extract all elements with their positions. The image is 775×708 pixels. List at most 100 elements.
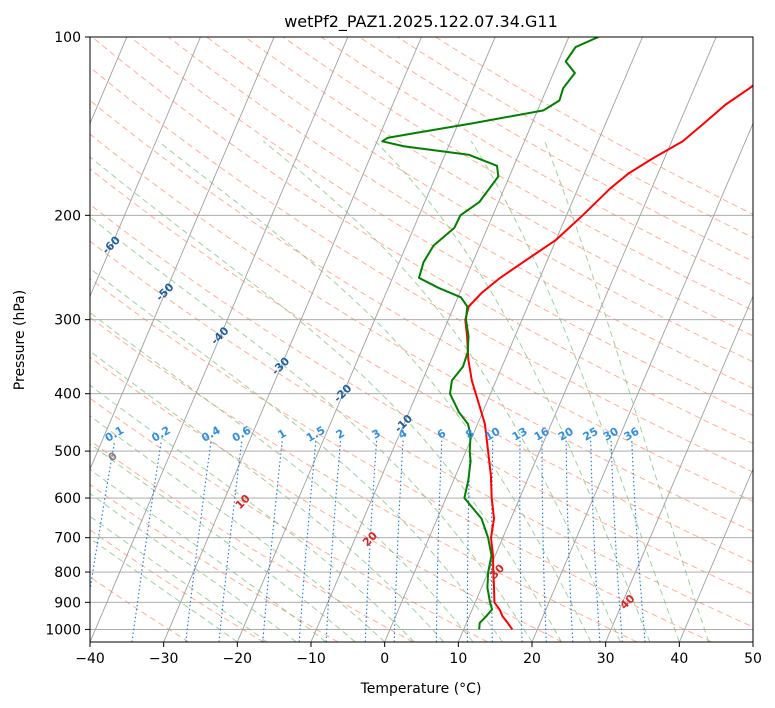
isotherm-line <box>752 640 753 642</box>
mixing-ratio-line <box>565 440 574 642</box>
x-tick-label: −20 <box>223 651 253 667</box>
dry-adiabat-line <box>435 37 753 215</box>
moist-adiabat-line <box>90 468 327 642</box>
isotherm-label: -60 <box>100 233 123 256</box>
mixing-ratio-line <box>466 440 471 642</box>
plot-area: -100-90-80-70-60-50-40-30-20-100.10.20.4… <box>0 37 753 642</box>
y-tick-label: 100 <box>54 30 81 46</box>
mixing-ratio-label: 1.5 <box>304 424 327 445</box>
mixing-ratio-label: 0.1 <box>103 424 126 445</box>
isotherms <box>90 37 753 642</box>
dewpoint-profile <box>381 37 599 630</box>
dry-adiabat-line <box>90 240 753 628</box>
moist-adiabat-line <box>90 515 268 642</box>
dry-adiabat-line <box>90 440 414 642</box>
line-labels: -100-90-80-70-60-50-40-30-20-100.10.20.4… <box>0 129 642 612</box>
mixing-ratio-label: 8 <box>463 427 476 442</box>
dry-adiabat-line <box>90 278 712 642</box>
moist-adiabat-line <box>158 140 592 642</box>
mixing-ratio-label: 20 <box>556 425 576 444</box>
y-tick-label: 500 <box>54 444 81 460</box>
mixing-ratio-line <box>262 440 283 642</box>
isotherm-line <box>384 37 643 642</box>
y-tick-label: 400 <box>54 387 81 403</box>
isotherm-label: -70 <box>53 169 76 192</box>
moist-adiabat-line <box>262 140 621 642</box>
y-tick-label: 300 <box>54 313 81 329</box>
mixing-ratio-line <box>90 440 116 594</box>
mixing-ratio-line <box>325 440 342 642</box>
dry-adiabat-line <box>130 37 753 417</box>
isotherm-line <box>605 295 753 642</box>
mixing-ratio-label: 36 <box>622 425 642 444</box>
mixing-ratio-label: 0.6 <box>230 423 254 444</box>
mixing-ratio-line <box>218 440 243 642</box>
dry-adiabat-line <box>359 37 753 262</box>
plot-frame <box>89 36 754 643</box>
dry-adiabat-line <box>90 133 753 533</box>
isotherm-line <box>457 37 717 642</box>
y-tick-label: 700 <box>54 531 81 547</box>
x-tick-label: 30 <box>597 651 615 667</box>
mixing-ratio-line <box>393 440 404 642</box>
y-axis-label: Pressure (hPa) <box>12 290 28 390</box>
mixing-ratio-label: 0.2 <box>149 424 172 445</box>
dry-adiabat-line <box>282 37 753 312</box>
mixing-ratio-label: 1 <box>275 427 288 442</box>
isotherm-label: -20 <box>331 381 354 404</box>
mixing-ratio-label: 3 <box>370 427 383 442</box>
x-axis-label: Temperature (°C) <box>360 681 482 697</box>
mixing-ratio-label: 25 <box>581 425 601 444</box>
isotherm-line <box>90 37 349 642</box>
x-tick-label: 10 <box>449 651 467 667</box>
moist-adiabat-line <box>90 415 386 642</box>
x-axis-ticks: −40 −30 −20 −10 0 10 20 30 40 50 <box>75 642 762 667</box>
mixing-ratio-line <box>298 440 317 642</box>
mixing-ratio-label: 0.4 <box>199 423 223 444</box>
temperature-profile <box>464 84 753 630</box>
dry-adiabat-line <box>90 203 753 595</box>
dry-adiabat-line <box>168 37 753 389</box>
dry-adiabat-line <box>90 66 753 473</box>
isotherm-line <box>90 37 201 298</box>
mixing-ratio-line <box>364 440 378 642</box>
y-tick-label: 1000 <box>45 622 81 638</box>
mixing-ratio-label: 13 <box>510 425 530 444</box>
y-tick-label: 200 <box>54 208 81 224</box>
x-tick-label: 20 <box>523 651 541 667</box>
y-tick-label: 800 <box>54 565 81 581</box>
dry-adiabat-line <box>90 576 190 642</box>
mixing-ratio-line <box>541 440 547 642</box>
dry-adiabats <box>90 37 753 642</box>
mixing-ratio-label: 4 <box>396 426 409 441</box>
y-tick-label: 600 <box>54 491 81 507</box>
moist-adiabat-line <box>90 311 474 642</box>
moist-adiabats <box>90 140 710 642</box>
isotherm-line <box>236 37 496 642</box>
mixing-ratio-line <box>610 440 623 642</box>
dry-adiabat-line <box>90 356 563 642</box>
dry-adiabat-line <box>90 397 488 642</box>
dry-adiabat-label: 10 <box>233 492 253 512</box>
x-tick-label: 40 <box>670 651 688 667</box>
x-tick-label: −40 <box>75 651 105 667</box>
mixing-ratio-label: 2 <box>334 427 347 442</box>
y-axis-ticks: 100 200 300 400 500 600 700 800 900 1000 <box>45 30 90 638</box>
moist-adiabat-line <box>544 141 710 642</box>
mixing-ratio-label: 16 <box>532 425 552 444</box>
mixing-ratio-line <box>519 440 523 642</box>
x-tick-label: −10 <box>296 651 326 667</box>
dry-adiabat-line <box>206 37 753 363</box>
mixing-ratio-line <box>435 440 443 642</box>
dry-adiabat-label: 20 <box>360 529 380 549</box>
x-tick-label: 0 <box>380 651 389 667</box>
isotherm-line <box>163 37 422 642</box>
x-tick-label: −30 <box>149 651 179 667</box>
isotherm-label: -80 <box>0 129 20 152</box>
dry-adiabat-line <box>91 37 753 444</box>
dry-adiabat-line <box>90 316 638 642</box>
dry-adiabat-line <box>90 168 753 563</box>
dry-adiabat-line <box>90 483 339 642</box>
isotherm-line <box>678 467 753 642</box>
